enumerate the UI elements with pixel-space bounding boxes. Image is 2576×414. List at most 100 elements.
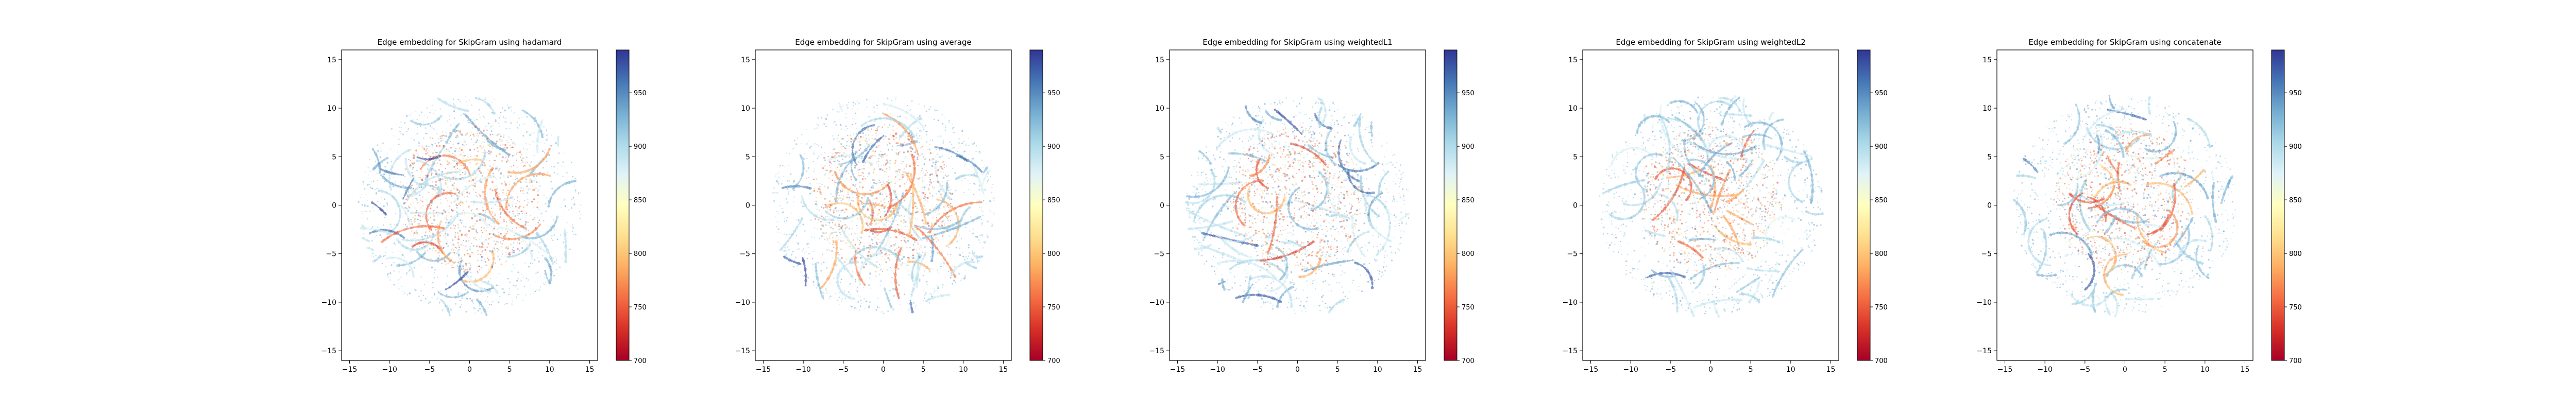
scatter-point [498, 222, 500, 225]
scatter-point [533, 198, 535, 200]
scatter-point [402, 239, 403, 240]
scatter-point [506, 193, 507, 194]
scatter-point [441, 164, 443, 166]
scatter-point [413, 239, 415, 242]
scatter-point [449, 260, 451, 262]
scatter-point [990, 201, 991, 202]
scatter-point [454, 154, 455, 156]
scatter-point [515, 186, 516, 187]
scatter-point [874, 112, 875, 113]
scatter-point [448, 149, 450, 151]
scatter-point [399, 251, 400, 252]
scatter-point [428, 214, 429, 215]
scatter-point [979, 151, 980, 152]
scatter-point [443, 147, 445, 149]
scatter-point [983, 241, 985, 243]
scatter-point [430, 137, 431, 139]
scatter-point [930, 107, 931, 108]
scatter-point [518, 117, 519, 118]
scatter-point [511, 270, 513, 272]
scatter-point [827, 114, 828, 116]
scatter-point [521, 247, 523, 249]
scatter-point [530, 161, 532, 163]
scatter-point [479, 308, 481, 309]
scatter-point [534, 142, 535, 143]
scatter-point [528, 202, 529, 203]
scatter-point [416, 171, 417, 173]
scatter-point [516, 184, 517, 185]
scatter-point [396, 238, 399, 241]
scatter-point [386, 202, 388, 204]
scatter-point [982, 247, 984, 249]
scatter-point [571, 208, 572, 209]
scatter-point [456, 211, 457, 213]
scatter-point [411, 113, 412, 114]
scatter-point [473, 253, 475, 255]
scatter-point [788, 249, 790, 251]
scatter-point [500, 204, 501, 205]
scatter-point [365, 205, 367, 208]
scatter-point [957, 151, 958, 152]
scatter-point [549, 255, 551, 257]
scatter-point [445, 198, 446, 199]
scatter-point [856, 289, 857, 290]
scatter-point [557, 140, 559, 141]
scatter-point [451, 163, 452, 164]
scatter-point [979, 235, 981, 236]
scatter-point [552, 239, 554, 241]
scatter-point [466, 212, 467, 214]
scatter-point [870, 301, 871, 302]
scatter-point [973, 259, 974, 260]
scatter-point [496, 179, 497, 180]
scatter-point [472, 236, 473, 237]
scatter-point [547, 139, 548, 140]
scatter-point [808, 167, 809, 169]
scatter-point [460, 178, 462, 180]
scatter-point [517, 213, 518, 214]
scatter-point [515, 209, 516, 210]
scatter-point [572, 227, 573, 229]
scatter-point [429, 205, 430, 206]
colorbar-tick-label: 700 [634, 357, 647, 365]
scatter-point [512, 143, 514, 145]
scatter-point [526, 215, 528, 217]
scatter-point [449, 205, 450, 206]
scatter-point [508, 294, 510, 296]
scatter-point [433, 219, 435, 221]
scatter-point [432, 181, 433, 182]
scatter-point [814, 143, 816, 145]
scatter-point [487, 202, 488, 203]
scatter-point [973, 245, 974, 246]
scatter-point [492, 229, 494, 231]
scatter-point [438, 223, 440, 225]
scatter-point [428, 301, 429, 302]
chart-title: Edge embedding for SkipGram using averag… [795, 38, 971, 47]
scatter-point [489, 233, 491, 235]
scatter-point [449, 252, 451, 254]
scatter-point [409, 115, 411, 116]
scatter-point [460, 200, 462, 201]
scatter-point [439, 194, 441, 196]
scatter-point [937, 153, 938, 155]
scatter-point [374, 151, 376, 153]
scatter-point [494, 214, 496, 216]
scatter-point [808, 243, 809, 245]
scatter-point [779, 243, 780, 244]
scatter-point [813, 268, 815, 269]
scatter-point [411, 221, 412, 222]
scatter-point [439, 222, 441, 223]
scatter-point [412, 168, 413, 170]
scatter-point [414, 267, 415, 269]
scatter-point [840, 124, 842, 126]
scatter-point [369, 159, 370, 160]
scatter-point [853, 121, 854, 122]
scatter-point [536, 232, 539, 235]
scatter-point [515, 206, 517, 208]
scatter-point [981, 224, 982, 226]
scatter-point [961, 159, 962, 160]
scatter-point [491, 233, 492, 234]
scatter-point [522, 300, 524, 301]
scatter-point [551, 196, 553, 198]
scatter-point [497, 292, 499, 294]
scatter-point [427, 223, 429, 225]
